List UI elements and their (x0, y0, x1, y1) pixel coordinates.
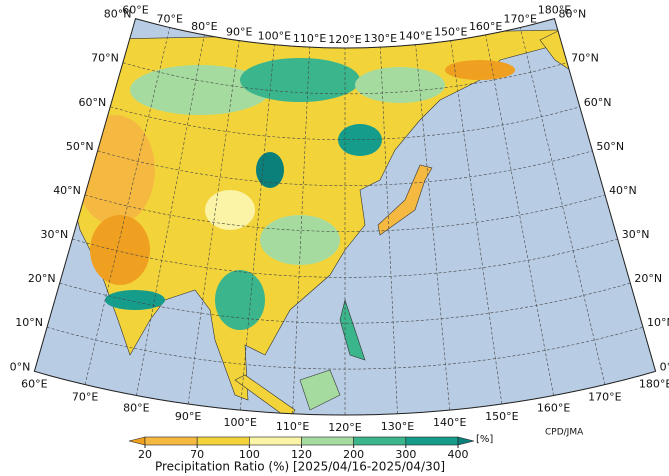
shade (215, 270, 265, 330)
colorbar-segment (405, 436, 459, 446)
colorbar-label: 120 (291, 448, 312, 461)
lon-label-bottom: 90°E (175, 410, 201, 423)
lon-label-bottom: 130°E (381, 420, 414, 433)
lon-label-top: 180°E (538, 4, 571, 17)
lon-label-bottom: 110°E (276, 420, 309, 433)
colorbar-segment (249, 436, 302, 446)
lat-label-left: 10°N (15, 316, 43, 329)
lon-label-top: 170°E (504, 13, 537, 26)
lat-label-left: 40°N (53, 184, 81, 197)
graticule (34, 18, 656, 416)
shade (256, 152, 284, 188)
lon-label-top: 150°E (434, 26, 467, 39)
colorbar-label: 70 (190, 448, 204, 461)
parallel (122, 62, 568, 95)
lat-label-left: 0°N (10, 360, 31, 373)
colorbar-segment (301, 436, 354, 446)
colorbar-label: 300 (395, 448, 416, 461)
lon-label-bottom: 60°E (21, 377, 47, 390)
borneo (299, 369, 341, 411)
lon-label-bottom: 70°E (72, 391, 98, 404)
shade (105, 290, 165, 310)
lon-label-top: 130°E (364, 32, 397, 45)
meridian (485, 34, 554, 396)
lon-label-top: 100°E (258, 30, 291, 43)
credit: CPD/JMA (545, 428, 584, 438)
parallel (72, 238, 618, 278)
colorbar-arrow (128, 436, 146, 446)
shade (130, 65, 270, 115)
lat-label-right: 70°N (571, 52, 599, 65)
shade (205, 190, 255, 230)
lon-label-top: 110°E (293, 32, 326, 45)
lon-label-top: 70°E (157, 13, 183, 26)
parallel (110, 106, 580, 141)
lat-label-left: 50°N (66, 140, 94, 153)
meridian (519, 27, 606, 385)
shade (338, 124, 382, 156)
colorbar-label: 200 (343, 448, 364, 461)
lat-label-left: 60°N (78, 96, 106, 109)
lon-label-bottom: 150°E (485, 410, 518, 423)
lat-label-left: 30°N (41, 228, 69, 241)
philippines (339, 298, 366, 361)
colorbar-arrow (457, 436, 475, 446)
lon-label-top: 90°E (226, 26, 252, 39)
colorbar-segment (196, 436, 250, 446)
lat-label-left: 70°N (91, 52, 119, 65)
legend-unit: [%] (476, 434, 493, 445)
meridian (380, 47, 398, 414)
lon-label-bottom: 160°E (537, 402, 570, 415)
meridian (187, 40, 240, 405)
meridian (84, 27, 171, 385)
lat-label-left: 80°N (104, 8, 132, 21)
colorbar-label: 20 (138, 448, 152, 461)
shade (75, 115, 155, 225)
lon-label-top: 80°E (191, 20, 217, 33)
lon-label-bottom: 170°E (588, 391, 621, 404)
lat-label-right: 40°N (609, 184, 637, 197)
colorbar-label: 100 (239, 448, 260, 461)
lat-label-right: 80°N (558, 8, 586, 21)
lat-label-right: 60°N (584, 96, 612, 109)
shade (355, 67, 445, 103)
colorbar-segment (353, 436, 407, 446)
shade (90, 215, 150, 285)
meridian (239, 44, 275, 411)
meridian (450, 40, 503, 405)
lat-label-right: 50°N (596, 140, 624, 153)
colorbar-label: 400 (448, 448, 469, 461)
lon-label-bottom: 180°E (639, 377, 669, 390)
colorbar-segment (144, 436, 198, 446)
parallel (59, 282, 631, 324)
shade (260, 215, 340, 265)
meridian (415, 44, 451, 411)
lon-label-top: 140°E (399, 30, 432, 43)
shade (445, 60, 515, 80)
lon-label-bottom: 120°E (328, 421, 361, 434)
meridian (136, 34, 205, 396)
lon-label-top: 60°E (122, 4, 148, 17)
lat-label-right: 0°N (660, 360, 669, 373)
sumatra (234, 374, 296, 415)
lon-label-bottom: 80°E (123, 402, 149, 415)
lon-label-top: 160°E (469, 20, 502, 33)
shade (240, 58, 360, 102)
lat-label-right: 20°N (634, 272, 662, 285)
lon-label-bottom: 140°E (433, 416, 466, 429)
map-border (33, 17, 657, 416)
japan (377, 164, 433, 236)
parallel (46, 326, 644, 370)
lon-label-bottom: 100°E (224, 416, 257, 429)
parallel (97, 150, 593, 186)
mainland (59, 29, 561, 401)
parallel (84, 194, 606, 232)
lat-label-right: 10°N (647, 316, 669, 329)
lon-label-top: 120°E (328, 33, 361, 46)
meridian (292, 47, 310, 414)
lat-label-right: 30°N (622, 228, 650, 241)
lat-label-left: 20°N (28, 272, 56, 285)
legend-title: Precipitation Ratio (%) [2025/04/16-2025… (155, 460, 445, 474)
